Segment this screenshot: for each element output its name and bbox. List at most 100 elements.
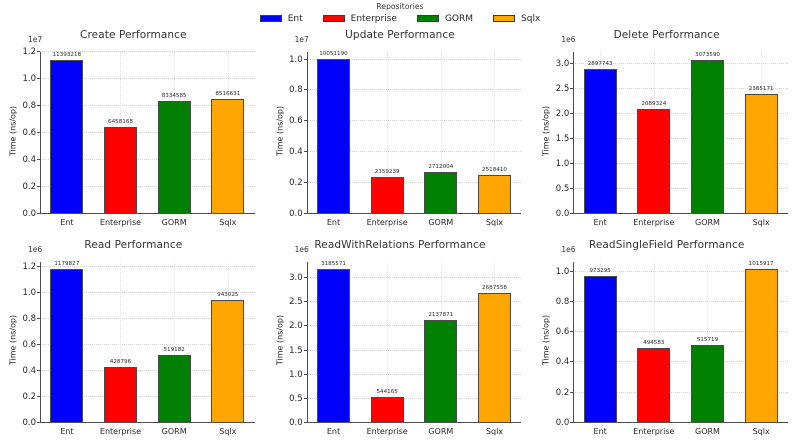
- y-tick-label: 0.0: [289, 418, 303, 428]
- y-tick-label: 0.2: [289, 177, 303, 188]
- x-tick-label: Enterprise: [366, 427, 408, 436]
- bar-gorm[interactable]: [690, 344, 725, 423]
- x-gridline: [174, 261, 176, 423]
- y-gridline: [40, 265, 255, 267]
- y-tick-label: 1.2: [22, 47, 36, 57]
- subplot-title: ReadWithRelations Performance: [314, 238, 486, 251]
- bar-value-label: 8334585: [161, 93, 187, 100]
- bar-ent[interactable]: [583, 68, 617, 214]
- y-tick-label: 0.6: [289, 116, 303, 127]
- bar-value-label: 11393218: [52, 52, 82, 59]
- subplot-create: Create Performance 1e7 0.0 0.2 0.4 0.6 0.8 1.0 1…: [0, 26, 267, 236]
- y-tick-mark: [37, 291, 40, 293]
- y-tick-mark: [37, 104, 40, 106]
- y-tick-label: 2.0: [289, 321, 303, 332]
- legend-entry-enterprise[interactable]: Enterprise: [322, 13, 397, 24]
- y-tick-mark: [303, 349, 307, 351]
- legend-title: Repositories: [376, 2, 424, 11]
- bar-ent[interactable]: [316, 269, 351, 423]
- y-tick-mark: [570, 112, 574, 114]
- legend-swatch-enterprise: [322, 15, 345, 22]
- bar-sqlx[interactable]: [744, 94, 778, 214]
- x-tick-label: Ent: [326, 217, 341, 227]
- bar-sqlx[interactable]: [744, 269, 778, 423]
- y-gridline: [573, 270, 788, 272]
- y-tick-label: 0.0: [289, 208, 303, 219]
- plot-area: 0.0 0.2 0.4 0.6 0.8 1.0 1.2 1179827 Ent 428796 Ent…: [22, 261, 255, 436]
- x-axis-spine: [40, 422, 255, 423]
- y-gridline: [573, 87, 788, 89]
- y-tick-label: 0.4: [289, 146, 303, 157]
- y-gridline: [306, 150, 522, 152]
- bar-gorm[interactable]: [424, 319, 458, 423]
- y-tick-mark: [570, 361, 574, 363]
- bar-enterprise[interactable]: [637, 348, 671, 423]
- bar-sqlx[interactable]: [211, 300, 245, 423]
- y-tick-label: 0.8: [22, 100, 36, 111]
- y-gridline: [306, 277, 522, 279]
- bar-gorm[interactable]: [157, 101, 191, 214]
- bar-ent[interactable]: [50, 269, 84, 423]
- legend-entry-sqlx[interactable]: Sqlx: [493, 14, 540, 24]
- y-axis-spine: [40, 52, 41, 214]
- y-tick-label: 0.0: [555, 208, 570, 219]
- legend-swatch-ent: [259, 15, 282, 22]
- y-tick-mark: [37, 131, 40, 133]
- bar-gorm[interactable]: [424, 171, 458, 214]
- bar-value-label: 1015917: [748, 261, 774, 268]
- y-gridline: [40, 158, 255, 160]
- y-tick-mark: [303, 89, 307, 91]
- axis-exponent-label: 1e6: [294, 244, 309, 254]
- legend-entry-gorm[interactable]: GORM: [416, 14, 473, 24]
- bar-sqlx[interactable]: [211, 98, 245, 214]
- y-tick-label: 0.4: [555, 357, 570, 368]
- bar-value-label: 2385171: [748, 86, 774, 93]
- bar-value-label: 519182: [163, 347, 185, 354]
- bar-sqlx[interactable]: [477, 174, 512, 214]
- y-axis-label: Time (ns/op): [541, 105, 551, 156]
- y-tick-mark: [303, 422, 307, 423]
- y-tick-label: 0.6: [22, 127, 36, 138]
- bar-ent[interactable]: [50, 60, 84, 214]
- y-gridline: [573, 187, 788, 189]
- bar-gorm[interactable]: [157, 355, 191, 423]
- y-gridline: [40, 343, 255, 345]
- bar-ent[interactable]: [583, 275, 617, 423]
- bar-gorm[interactable]: [690, 59, 725, 214]
- bar-enterprise[interactable]: [637, 109, 671, 214]
- legend-entry-ent[interactable]: Ent: [259, 14, 303, 24]
- y-gridline: [573, 112, 788, 114]
- y-tick-mark: [37, 77, 40, 79]
- y-tick-label: 1.0: [22, 287, 36, 298]
- bar-enterprise[interactable]: [370, 396, 404, 423]
- y-tick-label: 1.2: [22, 261, 36, 272]
- y-tick-mark: [37, 265, 40, 267]
- y-tick-mark: [303, 301, 307, 303]
- x-tick-label: Sqlx: [752, 217, 770, 227]
- x-tick-label: GORM: [161, 427, 187, 436]
- y-tick-label: 0.4: [22, 154, 36, 165]
- y-gridline: [40, 291, 255, 293]
- y-tick-label: 2.0: [555, 108, 570, 119]
- legend-label: Enterprise: [350, 13, 397, 24]
- y-tick-mark: [570, 87, 574, 89]
- bar-enterprise[interactable]: [370, 177, 404, 214]
- bar-sqlx[interactable]: [477, 293, 512, 423]
- x-tick-label: Enterprise: [633, 217, 675, 227]
- x-gridline: [653, 261, 655, 423]
- bar-value-label: 2518410: [482, 166, 507, 173]
- y-tick-mark: [570, 391, 574, 393]
- y-tick-mark: [570, 212, 574, 214]
- subplot-read: Read Performance 1e6 0.0 0.2 0.4 0.6 0.8 1.0 1.2…: [0, 236, 267, 445]
- bar-value-label: 2137871: [428, 311, 454, 318]
- y-tick-mark: [303, 325, 307, 327]
- x-tick-label: GORM: [428, 217, 454, 227]
- x-axis-spine: [40, 212, 255, 214]
- bar-ent[interactable]: [316, 58, 351, 214]
- bar-enterprise[interactable]: [103, 126, 138, 214]
- y-tick-label: 2.5: [289, 297, 303, 308]
- y-tick-mark: [303, 212, 307, 214]
- bar-enterprise[interactable]: [103, 367, 138, 423]
- bar-value-label: 3073590: [695, 51, 720, 58]
